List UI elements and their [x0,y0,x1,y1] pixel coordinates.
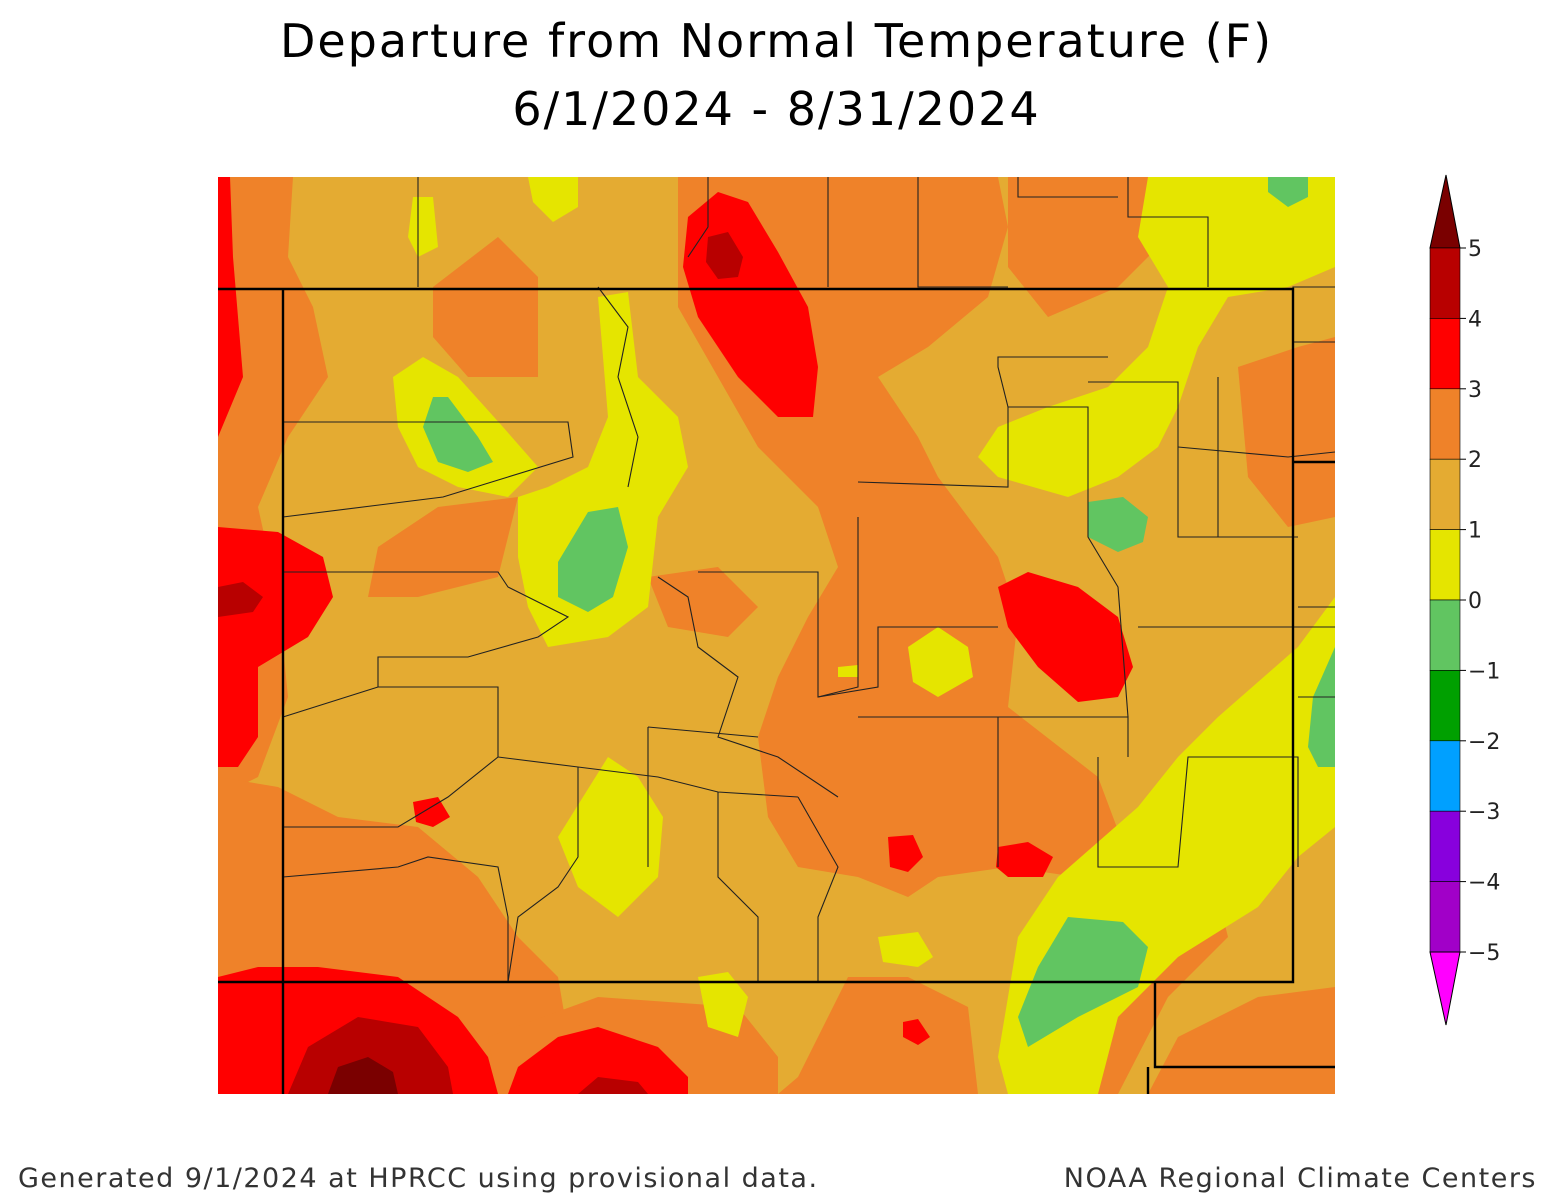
legend-bin [1429,318,1461,390]
legend-tick-label: 5 [1468,237,1482,262]
legend-tick-label: 0 [1468,589,1482,614]
legend-tick-label: −4 [1468,871,1500,896]
legend-bin [1429,458,1461,530]
legend-bin [1429,881,1461,953]
legend-tick-label: −3 [1468,800,1500,825]
generation-note: Generated 9/1/2024 at HPRCC using provis… [18,1163,819,1194]
legend-tick-label: −5 [1468,941,1500,966]
legend-tick-label: 2 [1468,448,1482,473]
legend-tick-label: 1 [1468,519,1482,544]
county-boundaries [282,177,1335,983]
legend-bin [1429,599,1461,671]
color-scale-legend: 5 4 3 2 1 0 −1 −2 −3 −4 −5 [1429,174,1500,1026]
legend-below-min-triangle [1429,951,1461,1026]
map-title: Departure from Normal Temperature (F) [279,14,1274,68]
state-boundaries [218,287,1335,1094]
legend-bin [1429,670,1461,742]
date-range-subtitle: 6/1/2024 - 8/31/2024 [512,82,1041,136]
attribution-text: NOAA Regional Climate Centers [1063,1163,1537,1194]
temperature-departure-map [218,177,1335,1094]
legend-bin [1429,740,1461,812]
legend-color-bins [1429,247,1461,953]
legend-bin [1429,810,1461,882]
legend-bin [1429,529,1461,601]
legend-tick-label: −1 [1468,659,1500,684]
legend-tick-label: −2 [1468,730,1500,755]
legend-tick-labels: 5 4 3 2 1 0 −1 −2 −3 −4 −5 [1460,237,1500,966]
contour-above-5 [328,1057,398,1094]
legend-bin [1429,388,1461,460]
legend-bin [1429,247,1461,319]
legend-tick-label: 3 [1468,378,1482,403]
legend-above-max-triangle [1429,174,1461,249]
legend-tick-label: 4 [1468,307,1482,332]
contour-4-to-5 [218,232,743,1094]
